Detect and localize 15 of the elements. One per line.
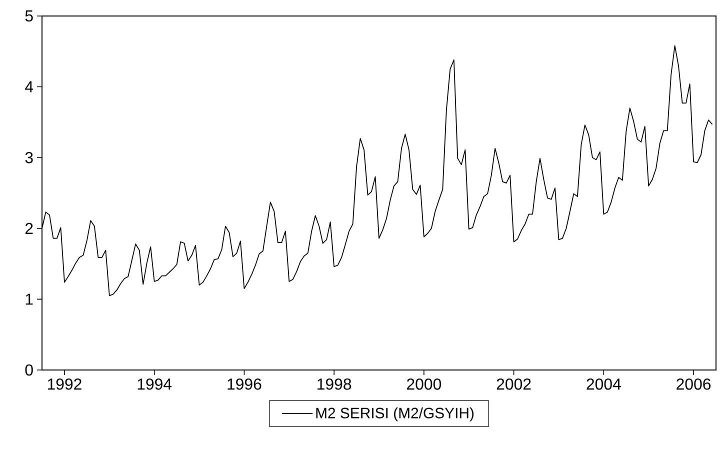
- x-tick-label: 1998: [318, 378, 352, 390]
- legend-label: M2 SERISI (M2/GSYIH): [316, 407, 474, 422]
- y-tick-label: 2: [25, 222, 33, 234]
- y-tick-label: 1: [26, 294, 33, 305]
- y-tick-label: 3: [25, 152, 33, 164]
- y-tick-label: 5: [25, 10, 33, 22]
- x-tick-label: 1994: [138, 378, 172, 390]
- x-tick-label: 1996: [228, 378, 262, 390]
- y-tick-label: 4: [25, 81, 34, 92]
- x-tick-label: 1992: [48, 378, 82, 390]
- x-tick-label: 2000: [407, 378, 442, 390]
- y-tick-label: 0: [25, 364, 33, 376]
- x-tick-label: 2006: [676, 378, 711, 390]
- x-tick-label: 2004: [586, 378, 621, 390]
- x-tick-label: 2002: [496, 378, 531, 390]
